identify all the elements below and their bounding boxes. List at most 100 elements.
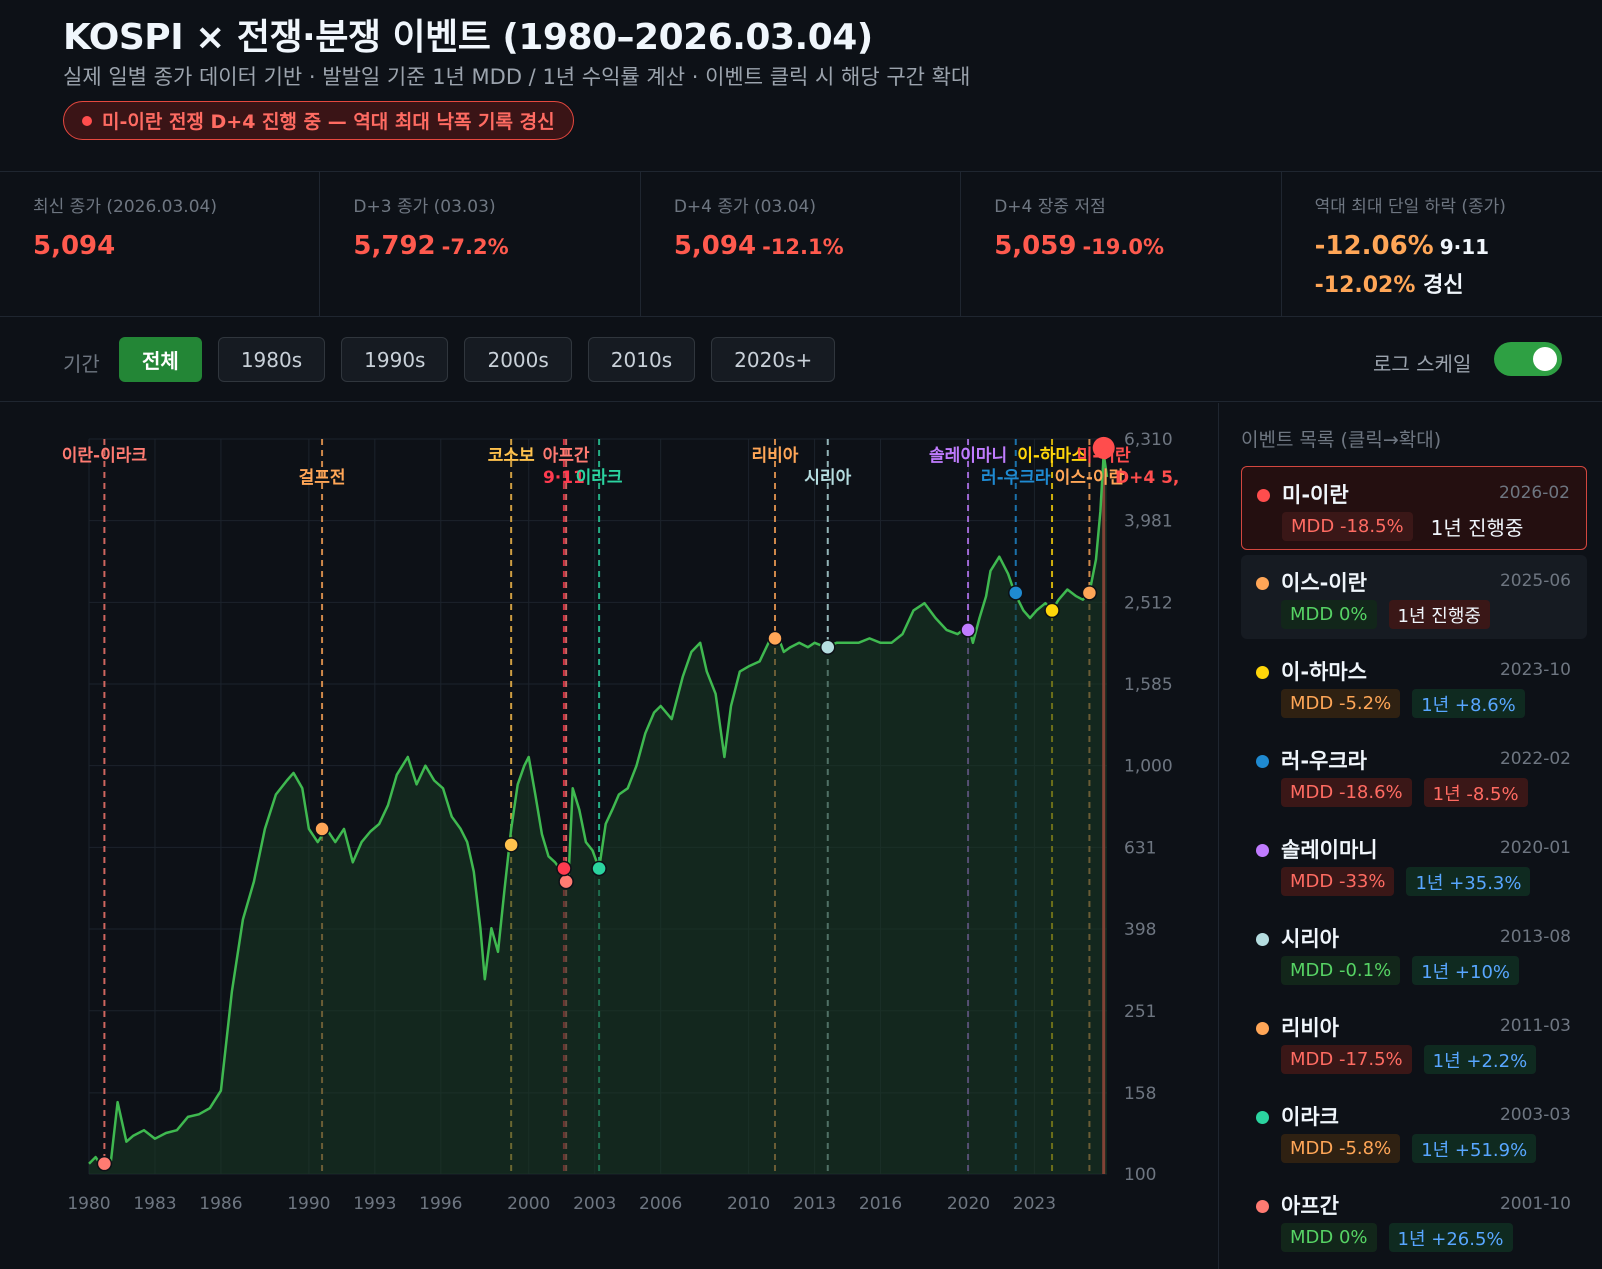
event-date: 2013-08: [1499, 927, 1571, 947]
event-tags: MDD -0.1% 1년 +10%: [1281, 956, 1520, 985]
event-date: 2025-06: [1499, 571, 1571, 591]
stat-label: 최신 종가 (2026.03.04): [33, 197, 217, 217]
event-tags: MDD -17.5% 1년 +2.2%: [1281, 1045, 1537, 1074]
log-scale-toggle[interactable]: [1494, 342, 1562, 376]
period-button-all[interactable]: 전체: [119, 337, 202, 382]
x-tick-label: 2003: [573, 1194, 616, 1214]
event-tags: MDD -5.2% 1년 +8.6%: [1281, 689, 1525, 718]
event-card[interactable]: 리비아 2011-03 MDD -17.5% 1년 +2.2%: [1241, 1000, 1587, 1084]
x-tick-label: 1983: [133, 1194, 176, 1214]
event-name: 솔레이마니: [1281, 838, 1378, 862]
event-label: 미-이란: [1077, 446, 1131, 466]
stat-d3-close: D+3 종가 (03.03) 5,792 -7.2%: [320, 172, 641, 316]
alert-badge: 미-이란 전쟁 D+4 진행 중 — 역대 최대 낙폭 기록 경신: [63, 101, 574, 140]
event-date: 2023-10: [1499, 660, 1571, 680]
stat-d4-close: D+4 종가 (03.04) 5,094 -12.1%: [641, 172, 962, 316]
page-title: KOSPI × 전쟁·분쟁 이벤트 (1980–2026.03.04): [63, 17, 873, 58]
alert-dot-icon: [82, 115, 92, 126]
event-card[interactable]: 아프간 2001-10 MDD 0% 1년 +26.5%: [1241, 1178, 1587, 1262]
x-tick-label: 2010: [727, 1194, 770, 1214]
y-tick-label: 158: [1124, 1084, 1156, 1104]
event-date: 2020-01: [1499, 838, 1571, 858]
stat-record-drop: 역대 최대 단일 하락 (종가) -12.06% 9·11 -12.02% 경신: [1282, 172, 1602, 316]
y-tick-label: 398: [1124, 920, 1156, 940]
event-name: 이스-이란: [1281, 571, 1367, 595]
event-label: 솔레이마니: [929, 446, 1007, 466]
event-sidebar: 이벤트 목록 (클릭→확대) 미-이란 2026-02 MDD -18.5% 1년 진…: [1218, 403, 1602, 1269]
event-date: 2011-03: [1499, 1016, 1571, 1036]
y-tick-label: 251: [1124, 1002, 1156, 1022]
event-dot-icon: [1256, 844, 1269, 857]
event-label: 코소보: [488, 446, 535, 466]
event-label: 이스-이란: [1055, 468, 1125, 488]
stats-row: 최신 종가 (2026.03.04) 5,094 D+3 종가 (03.03) …: [0, 171, 1602, 317]
stat-line2: -12.02% 경신: [1314, 273, 1464, 298]
event-tags: MDD 0% 1년 진행중: [1281, 600, 1490, 629]
x-tick-label: 2016: [859, 1194, 902, 1214]
event-card[interactable]: 이라크 2003-03 MDD -5.8% 1년 +51.9%: [1241, 1089, 1587, 1173]
stat-latest-close: 최신 종가 (2026.03.04) 5,094: [0, 172, 321, 316]
period-button-1980s[interactable]: 1980s: [217, 337, 326, 382]
x-tick-label: 2006: [639, 1194, 682, 1214]
event-marker: [314, 821, 330, 837]
period-button-2010s[interactable]: 2010s: [587, 337, 696, 382]
event-tags: MDD -5.8% 1년 +51.9%: [1281, 1134, 1537, 1163]
x-tick-label: 1996: [419, 1194, 462, 1214]
x-tick-label: 1990: [287, 1194, 330, 1214]
event-label: 리비아: [752, 446, 799, 466]
event-card[interactable]: 이-하마스 2023-10 MDD -5.2% 1년 +8.6%: [1241, 644, 1587, 728]
event-card[interactable]: 시리아 2013-08 MDD -0.1% 1년 +10%: [1241, 911, 1587, 995]
event-card[interactable]: 솔레이마니 2020-01 MDD -33% 1년 +35.3%: [1241, 822, 1587, 906]
event-dot-icon: [1256, 755, 1269, 768]
event-return-tag: 1년 진행중: [1430, 516, 1524, 540]
stat-value: 5,059 -19.0%: [994, 231, 1165, 261]
price-area: [89, 453, 1107, 1174]
event-label: 이라크: [576, 468, 623, 488]
stat-value: 5,094 -12.1%: [673, 231, 844, 261]
controls-bar: 기간 전체 1980s 1990s 2000s 2010s 2020s+ 로그 …: [0, 318, 1602, 402]
x-tick-label: 2013: [793, 1194, 836, 1214]
event-label: 아프간: [543, 446, 590, 466]
period-button-2000s[interactable]: 2000s: [464, 337, 572, 382]
period-button-1990s[interactable]: 1990s: [341, 337, 449, 382]
event-marker: [767, 630, 783, 647]
event-dot-icon: [1256, 1111, 1269, 1124]
event-return-tag: 1년 -8.5%: [1423, 778, 1528, 807]
page-subtitle: 실제 일별 종가 데이터 기반 · 발발일 기준 1년 MDD / 1년 수익률…: [63, 65, 971, 89]
event-mdd-tag: MDD -0.1%: [1281, 956, 1401, 985]
event-name: 이라크: [1281, 1105, 1339, 1129]
event-card[interactable]: 미-이란 2026-02 MDD -18.5% 1년 진행중: [1241, 466, 1587, 550]
stat-value: -12.06% 9·11: [1314, 231, 1490, 261]
y-tick-label: 2,512: [1124, 593, 1173, 613]
event-marker: [1092, 436, 1115, 459]
event-card[interactable]: 러-우크라 2022-02 MDD -18.6% 1년 -8.5%: [1241, 733, 1587, 817]
y-tick-label: 3,981: [1124, 512, 1173, 532]
y-tick-label: 1,585: [1124, 675, 1173, 695]
x-tick-label: 1993: [353, 1194, 396, 1214]
event-mdd-tag: MDD -18.5%: [1282, 512, 1413, 541]
y-tick-label: 100: [1124, 1165, 1156, 1185]
x-tick-label: 2000: [507, 1194, 550, 1214]
event-mdd-tag: MDD -17.5%: [1281, 1045, 1412, 1074]
event-card[interactable]: 이스-이란 2025-06 MDD 0% 1년 진행중: [1241, 555, 1587, 639]
stat-d4-intraday-low: D+4 장중 저점 5,059 -19.0%: [961, 172, 1282, 316]
event-marker: [503, 837, 519, 853]
stat-note: 9·11: [1439, 235, 1490, 259]
event-name: 리비아: [1281, 1016, 1339, 1040]
stat-change: -19.0%: [1082, 235, 1165, 259]
event-marker: [1044, 602, 1060, 619]
y-tick-label: 631: [1124, 838, 1156, 858]
event-mdd-tag: MDD -18.6%: [1281, 778, 1412, 807]
chart-annotation: D+4 5,: [1115, 468, 1179, 488]
event-dot-icon: [1256, 577, 1269, 590]
event-marker: [820, 639, 836, 655]
event-name: 미-이란: [1282, 483, 1349, 507]
event-date: 2003-03: [1499, 1105, 1571, 1125]
event-marker: [558, 873, 574, 890]
event-name: 시리아: [1281, 927, 1339, 951]
stat-change: -12.1%: [762, 235, 844, 259]
stat-label: D+4 종가 (03.04): [673, 197, 816, 217]
event-dot-icon: [1256, 933, 1269, 946]
period-button-2020s[interactable]: 2020s+: [711, 337, 836, 382]
event-dot-icon: [1256, 1200, 1269, 1213]
